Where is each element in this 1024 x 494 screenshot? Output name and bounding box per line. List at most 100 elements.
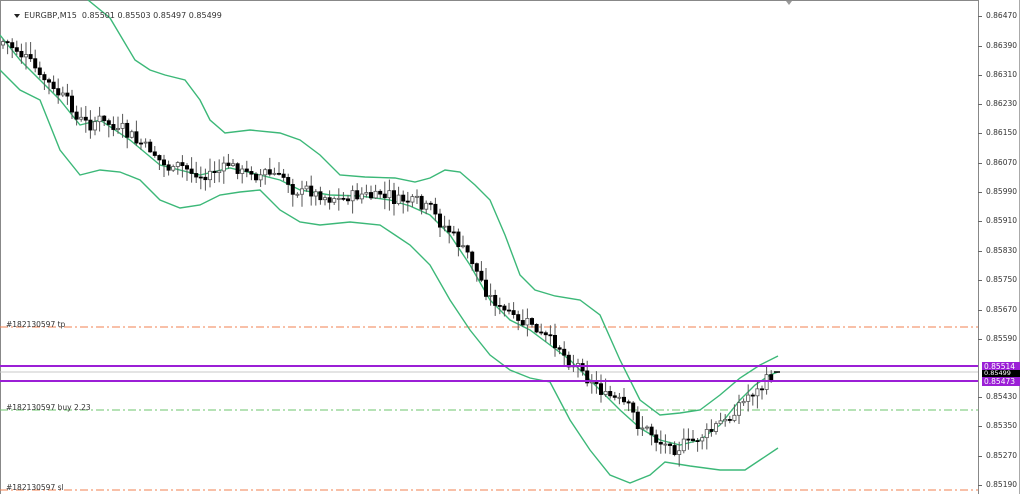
axis-tick bbox=[978, 485, 982, 486]
sl-label: #182130597 sl bbox=[6, 483, 64, 492]
bear-candle bbox=[14, 47, 19, 52]
symbol-timeframe: EURGBP,M15 bbox=[24, 11, 77, 20]
bull-candle bbox=[60, 92, 65, 96]
bull-candle bbox=[129, 131, 134, 138]
bear-candle bbox=[56, 88, 61, 96]
bull-candle bbox=[23, 54, 28, 58]
bear-candle bbox=[709, 429, 714, 432]
bear-candle bbox=[451, 231, 456, 234]
candlesticks bbox=[0, 38, 780, 467]
bull-candle bbox=[741, 400, 746, 404]
bear-candle bbox=[649, 426, 654, 436]
bear-candle bbox=[548, 334, 553, 337]
bear-candle bbox=[470, 251, 475, 265]
axis-label: 0.86150 bbox=[986, 128, 1018, 137]
bull-candle bbox=[175, 162, 180, 167]
bull-candle bbox=[336, 197, 341, 200]
bear-candle bbox=[74, 111, 79, 120]
bear-candle bbox=[506, 309, 511, 312]
bear-candle bbox=[253, 173, 258, 181]
bear-candle bbox=[318, 191, 323, 201]
bear-candle bbox=[465, 245, 470, 253]
bear-candle bbox=[309, 185, 314, 197]
tp-label: #182130597 tp bbox=[6, 320, 66, 329]
bollinger-middle bbox=[0, 34, 779, 446]
bull-candle bbox=[525, 318, 530, 326]
bear-candle bbox=[405, 200, 410, 203]
bear-candle bbox=[658, 441, 663, 445]
bull-candle bbox=[332, 198, 337, 203]
bear-candle bbox=[157, 155, 162, 161]
bull-candle bbox=[313, 191, 318, 197]
bull-candle bbox=[230, 163, 235, 166]
bear-candle bbox=[212, 170, 217, 174]
bull-candle bbox=[410, 196, 415, 203]
bear-candle bbox=[585, 370, 590, 384]
bear-candle bbox=[727, 418, 732, 421]
bull-candle bbox=[488, 294, 493, 297]
bull-candle bbox=[700, 437, 705, 442]
bull-candle bbox=[221, 162, 226, 172]
bull-candle bbox=[143, 141, 148, 144]
axis-tick bbox=[978, 46, 982, 47]
bear-candle bbox=[668, 443, 673, 446]
bear-candle bbox=[65, 92, 70, 97]
bear-candle bbox=[626, 401, 631, 404]
bear-candle bbox=[479, 270, 484, 281]
dropdown-triangle-icon[interactable] bbox=[14, 13, 21, 18]
bear-candle bbox=[244, 168, 249, 172]
bull-candle bbox=[0, 41, 6, 46]
bear-candle bbox=[428, 202, 433, 205]
bull-candle bbox=[97, 115, 102, 123]
bear-candle bbox=[378, 190, 383, 195]
bear-candle bbox=[750, 394, 755, 397]
bear-candle bbox=[391, 190, 396, 204]
chart-shift-marker-icon[interactable] bbox=[786, 1, 792, 5]
bear-candle bbox=[341, 197, 346, 200]
lower-level-price-box: 0.85473 bbox=[982, 377, 1020, 386]
bull-candle bbox=[718, 420, 723, 425]
axis-label: 0.85590 bbox=[986, 334, 1018, 343]
axis-tick bbox=[978, 426, 982, 427]
axis-tick bbox=[978, 104, 982, 105]
bear-candle bbox=[166, 164, 171, 171]
bear-candle bbox=[83, 116, 88, 121]
axis-label: 0.86470 bbox=[986, 11, 1018, 20]
bull-candle bbox=[359, 193, 364, 200]
bear-candle bbox=[19, 50, 24, 58]
bull-candle bbox=[442, 225, 447, 228]
axis-label: 0.85430 bbox=[986, 392, 1018, 401]
bear-candle bbox=[106, 120, 111, 125]
bear-candle bbox=[51, 81, 56, 90]
bear-candle bbox=[249, 171, 254, 175]
axis-tick bbox=[978, 192, 982, 193]
axis-label: 0.86230 bbox=[986, 99, 1018, 108]
axis-tick bbox=[978, 280, 982, 281]
bear-candle bbox=[534, 323, 539, 333]
axis-tick bbox=[978, 163, 982, 164]
bear-candle bbox=[5, 41, 10, 44]
buy-label: #182130597 buy 2.23 bbox=[6, 403, 91, 412]
bear-candle bbox=[401, 194, 406, 202]
bull-candle bbox=[350, 190, 355, 202]
bear-candle bbox=[437, 213, 442, 228]
bear-candle bbox=[502, 305, 507, 311]
bear-candle bbox=[622, 396, 627, 403]
bull-candle bbox=[240, 168, 245, 174]
bear-candle bbox=[635, 411, 640, 429]
bear-candle bbox=[433, 203, 438, 215]
bull-candle bbox=[460, 245, 465, 248]
bear-candle bbox=[520, 320, 525, 326]
bull-candle bbox=[746, 394, 751, 402]
bear-candle bbox=[419, 195, 424, 210]
ohlc-values: 0.85501 0.85503 0.85497 0.85499 bbox=[81, 11, 222, 20]
bear-candle bbox=[37, 67, 42, 75]
bear-candle bbox=[599, 383, 604, 395]
bear-candle bbox=[368, 192, 373, 199]
bull-candle bbox=[396, 194, 401, 204]
chart-header: EURGBP,M15 0.85501 0.85503 0.85497 0.854… bbox=[4, 2, 222, 29]
upper-level-price-box: 0.85514 bbox=[982, 362, 1020, 371]
bear-candle bbox=[281, 173, 286, 178]
